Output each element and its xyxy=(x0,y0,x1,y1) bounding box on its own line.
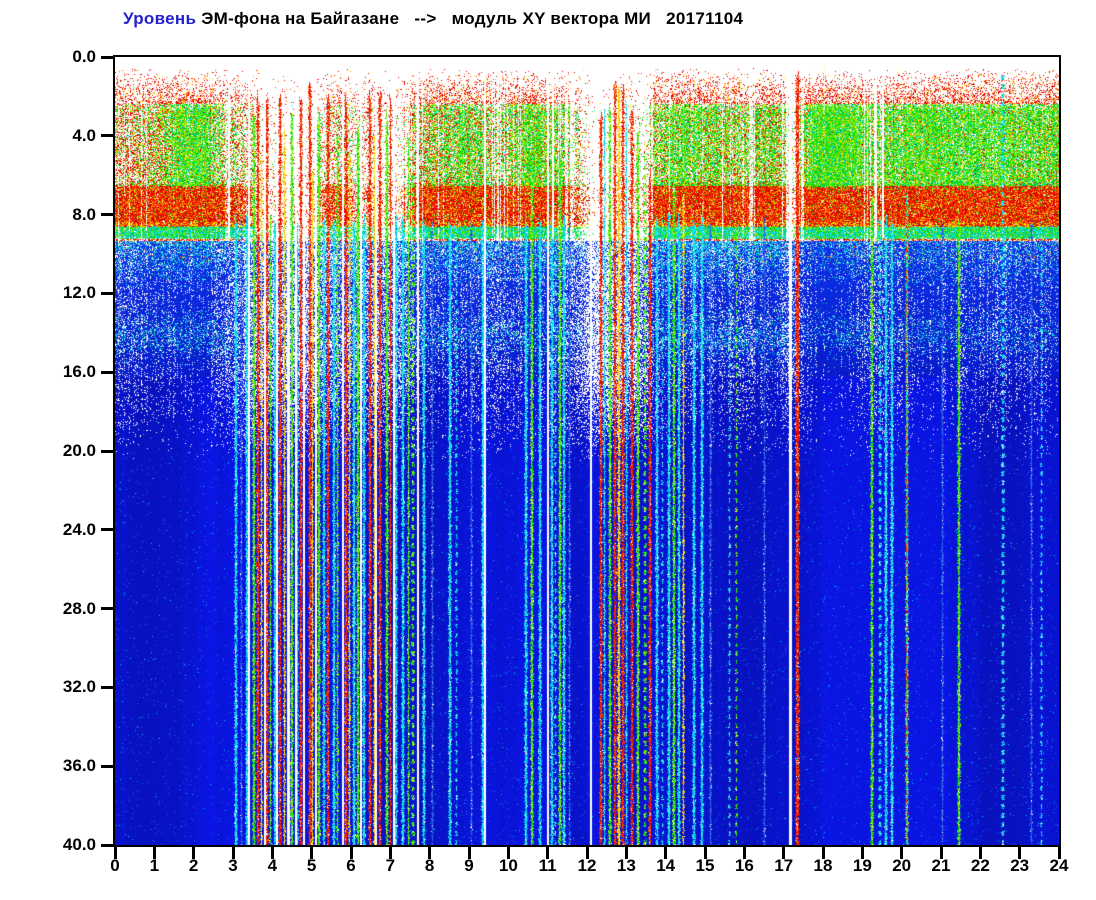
y-tick xyxy=(101,449,114,453)
y-tick xyxy=(101,291,114,295)
y-tick-label: 20.0 xyxy=(62,441,96,460)
y-tick-label: 16.0 xyxy=(62,362,96,382)
x-tick-label: 4 xyxy=(267,856,278,875)
x-tick-label: 5 xyxy=(306,856,317,875)
x-tick-label: 23 xyxy=(1010,856,1030,875)
x-tick-label: 22 xyxy=(970,856,990,875)
y-tick-label: 0.0 xyxy=(72,47,96,66)
y-tick xyxy=(101,685,114,689)
x-tick-label: 18 xyxy=(813,856,833,875)
y-tick xyxy=(101,528,114,532)
x-tick xyxy=(703,847,707,859)
x-tick xyxy=(192,847,196,859)
x-tick-label: 10 xyxy=(498,856,518,875)
x-tick-label: 24 xyxy=(1049,856,1069,875)
x-tick xyxy=(349,847,353,859)
x-tick-label: 3 xyxy=(228,856,238,875)
x-tick xyxy=(388,847,392,859)
x-tick xyxy=(310,847,314,859)
y-tick-label: 40.0 xyxy=(62,835,96,854)
y-tick xyxy=(101,843,114,847)
y-tick-label: 28.0 xyxy=(62,598,96,618)
x-tick-label: 8 xyxy=(424,856,435,875)
x-tick-label: 1 xyxy=(149,856,160,875)
x-tick xyxy=(939,847,943,859)
x-tick xyxy=(585,847,589,859)
plot-frame xyxy=(113,55,1061,847)
x-tick xyxy=(1018,847,1022,859)
y-tick-label: 32.0 xyxy=(62,677,96,697)
x-tick xyxy=(1057,847,1061,859)
x-tick-label: 20 xyxy=(892,856,912,875)
x-tick-label: 0 xyxy=(110,856,120,875)
x-tick xyxy=(821,847,825,859)
x-tick xyxy=(664,847,668,859)
x-tick-label: 17 xyxy=(774,856,794,875)
x-tick xyxy=(624,847,628,859)
x-tick xyxy=(860,847,864,859)
x-tick xyxy=(900,847,904,859)
x-tick-label: 12 xyxy=(577,856,597,875)
x-tick-label: 2 xyxy=(188,856,199,875)
x-tick xyxy=(231,847,235,859)
x-tick-label: 16 xyxy=(734,856,754,875)
y-tick-label: 4.0 xyxy=(72,125,96,145)
y-tick xyxy=(101,55,114,59)
x-tick-label: 13 xyxy=(616,856,636,875)
y-tick xyxy=(101,213,114,217)
y-tick-label: 24.0 xyxy=(62,519,96,539)
x-tick-label: 9 xyxy=(464,856,474,875)
y-tick xyxy=(101,370,114,374)
x-tick-label: 11 xyxy=(538,856,557,875)
x-tick xyxy=(506,847,510,859)
y-tick-label: 8.0 xyxy=(72,204,96,224)
x-tick-label: 7 xyxy=(385,856,396,875)
x-tick xyxy=(546,847,550,859)
x-tick-label: 6 xyxy=(346,856,356,875)
y-tick xyxy=(101,764,114,768)
x-tick xyxy=(270,847,274,859)
y-tick-label: 36.0 xyxy=(62,756,96,776)
x-tick-label: 21 xyxy=(931,856,951,875)
x-tick xyxy=(467,847,471,859)
x-tick-label: 15 xyxy=(695,856,715,875)
y-tick xyxy=(101,134,114,138)
chart-title: Уровень ЭМ-фона на Байгазане --> модуль … xyxy=(123,9,743,31)
x-tick-label: 14 xyxy=(656,856,676,875)
x-tick xyxy=(152,847,156,859)
chart-title-rest: ЭМ-фона на Байгазане --> модуль XY векто… xyxy=(196,9,744,28)
chart-title-highlight: Уровень xyxy=(123,9,197,28)
x-tick-label: 19 xyxy=(852,856,872,875)
x-tick xyxy=(428,847,432,859)
spectrogram-canvas xyxy=(115,57,1059,845)
x-tick xyxy=(978,847,982,859)
y-tick-label: 12.0 xyxy=(62,283,96,303)
y-tick xyxy=(101,607,114,611)
x-tick xyxy=(742,847,746,859)
x-tick xyxy=(113,847,117,859)
x-tick xyxy=(782,847,786,859)
